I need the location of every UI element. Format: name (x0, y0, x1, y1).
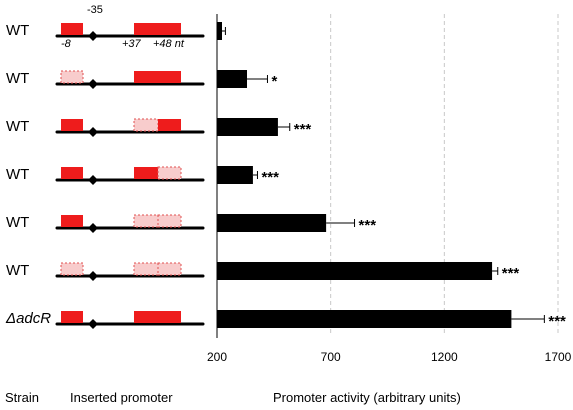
site-box-mutated (133, 118, 159, 132)
minus35-marker (88, 127, 98, 137)
strain-label: WT (6, 262, 29, 279)
significance-label: *** (548, 313, 566, 330)
site-box-mutated (133, 214, 159, 228)
minus35-marker (88, 175, 98, 185)
minus35-marker (88, 271, 98, 281)
site-box-intact (61, 119, 83, 131)
promoter-column-label: Inserted promoter (70, 390, 173, 405)
significance-label: *** (359, 217, 377, 234)
site-box-mutated (60, 70, 84, 84)
strain-label: WT (6, 70, 29, 87)
minus35-marker (88, 31, 98, 41)
site-box-intact (134, 23, 158, 35)
site-box-mutated (157, 166, 182, 180)
significance-label: *** (261, 169, 279, 186)
strain-label: WT (6, 214, 29, 231)
site-box-intact (134, 311, 158, 323)
site-box-intact (61, 311, 83, 323)
site-box-mutated (133, 262, 159, 276)
site-box-mutated (157, 214, 182, 228)
site-box-intact (158, 311, 181, 323)
significance-label: *** (294, 121, 312, 138)
construct-annotations: -35 -8 +37 +48 nt (61, 4, 185, 50)
plus37-label: +37 (122, 38, 142, 50)
site-box-intact (158, 119, 181, 131)
bar (217, 262, 493, 280)
constructs: WT WT WT WT WT WT ΔadcR (5, 22, 205, 329)
bar (217, 22, 223, 40)
strain-column-label: Strain (5, 390, 39, 405)
strain-label: ΔadcR (5, 310, 51, 327)
strain-label: WT (6, 166, 29, 183)
strain-label: WT (6, 22, 29, 39)
minus35-marker (88, 79, 98, 89)
site-box-intact (61, 167, 83, 179)
x-tick-label: 200 (207, 350, 227, 364)
bar (217, 166, 253, 184)
minus8-label: -8 (61, 38, 72, 50)
bar (217, 310, 512, 328)
significance-label: *** (502, 265, 520, 282)
site-box-intact (158, 23, 181, 35)
minus35-label: -35 (87, 4, 103, 16)
x-ticks: 200 700 1200 1700 (207, 350, 572, 364)
bar (217, 118, 278, 136)
x-axis-label: Promoter activity (arbitrary units) (273, 390, 461, 405)
x-tick-label: 1200 (431, 350, 458, 364)
site-box-mutated (60, 262, 84, 276)
strain-label: WT (6, 118, 29, 135)
site-box-intact (134, 167, 158, 179)
minus35-marker (88, 319, 98, 329)
site-box-intact (134, 71, 158, 83)
bar (217, 214, 327, 232)
x-tick-label: 1700 (545, 350, 572, 364)
site-box-intact (61, 23, 83, 35)
plus48-label: +48 nt (153, 38, 185, 50)
significance-label: * (271, 73, 277, 90)
site-box-mutated (157, 262, 182, 276)
site-box-intact (158, 71, 181, 83)
x-tick-label: 700 (321, 350, 341, 364)
minus35-marker (88, 223, 98, 233)
bar (217, 70, 248, 88)
site-box-intact (61, 215, 83, 227)
bars: **************** (217, 22, 566, 330)
